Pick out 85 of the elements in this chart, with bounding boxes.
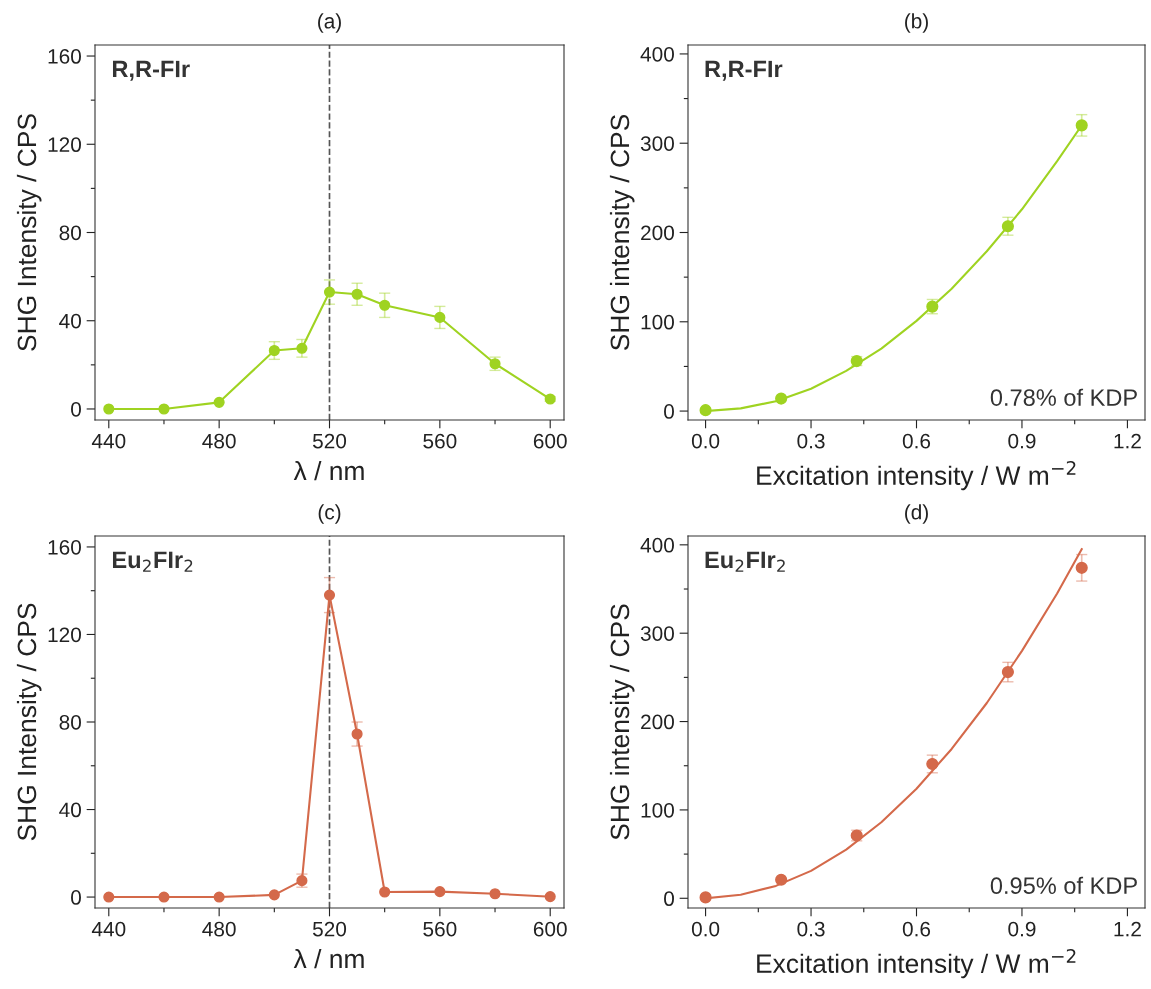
y-axis-title: SHG Intensity / CPS bbox=[16, 114, 42, 351]
point bbox=[1075, 561, 1088, 574]
x-tick-label: 0.9 bbox=[1008, 433, 1036, 449]
x-axis-title: λ / nm bbox=[293, 948, 364, 969]
y-tick-label: 100 bbox=[641, 802, 674, 818]
y-tick-label: 120 bbox=[48, 627, 81, 643]
point bbox=[351, 728, 363, 740]
point bbox=[323, 589, 336, 601]
x-tick-label: 560 bbox=[423, 921, 457, 937]
y-tick-label: 200 bbox=[641, 714, 674, 730]
annotation: 0.95% of KDP bbox=[990, 876, 1137, 895]
point bbox=[1075, 119, 1088, 132]
y-tick-label: 100 bbox=[641, 314, 674, 330]
y-tick-label: 400 bbox=[640, 537, 674, 553]
y-tick-label: 300 bbox=[640, 626, 674, 641]
point bbox=[103, 403, 115, 415]
x-tick-label: 440 bbox=[91, 433, 126, 449]
x-tick-label: 600 bbox=[533, 433, 567, 449]
x-tick-label: 600 bbox=[533, 921, 567, 937]
annotation: R,R-FIr bbox=[705, 60, 783, 81]
y-axis-title: SHG Intensity / CPS bbox=[16, 603, 42, 841]
point bbox=[775, 873, 788, 886]
x-axis-title: λ / nm bbox=[293, 460, 364, 481]
y-axis-title: SHG intensity / CPS bbox=[609, 114, 635, 351]
x-axis-title: Excitation intensity / W m$^{−2}$ bbox=[757, 948, 1076, 979]
annotation: Eu$_{2}$FIr$_{2}$ bbox=[705, 551, 785, 572]
chart-title: (d) bbox=[905, 504, 928, 524]
x-tick-label: 0.0 bbox=[691, 921, 720, 937]
y-tick-label: 300 bbox=[640, 136, 674, 151]
point bbox=[268, 344, 280, 357]
x-tick-label: 1.2 bbox=[1114, 921, 1141, 937]
y-tick-label: 200 bbox=[641, 225, 674, 241]
point bbox=[379, 886, 391, 898]
x-tick-label: 520 bbox=[312, 433, 347, 449]
y-tick-label: 0 bbox=[664, 891, 674, 907]
y-tick-label: 40 bbox=[59, 802, 81, 818]
annotation: 0.78% of KDP bbox=[990, 388, 1137, 406]
point bbox=[699, 404, 712, 417]
point bbox=[1001, 220, 1014, 233]
chart-title: (c) bbox=[318, 504, 341, 524]
y-tick-label: 160 bbox=[48, 49, 81, 64]
annotation: R,R-FIr bbox=[112, 60, 190, 81]
annotation: Eu$_{2}$FIr$_{2}$ bbox=[112, 551, 193, 572]
point bbox=[351, 288, 363, 300]
y-tick-label: 120 bbox=[48, 137, 81, 153]
y-tick-label: 80 bbox=[59, 715, 81, 730]
point bbox=[699, 891, 712, 904]
x-tick-label: 1.2 bbox=[1114, 433, 1141, 449]
chart-title: (a) bbox=[318, 13, 341, 33]
x-tick-label: 560 bbox=[423, 433, 457, 449]
point bbox=[213, 396, 225, 408]
point bbox=[213, 891, 225, 903]
x-tick-label: 480 bbox=[202, 921, 236, 937]
point bbox=[434, 311, 446, 323]
x-tick-label: 0.3 bbox=[797, 433, 825, 449]
point bbox=[379, 299, 391, 311]
point bbox=[323, 286, 336, 298]
x-tick-label: 480 bbox=[202, 433, 236, 449]
chart-title: (b) bbox=[905, 13, 928, 33]
y-axis-title: SHG intensity / CPS bbox=[609, 604, 635, 840]
point bbox=[544, 891, 556, 903]
x-tick-label: 0.3 bbox=[797, 921, 825, 937]
y-tick-label: 0 bbox=[71, 401, 81, 417]
x-tick-label: 520 bbox=[312, 921, 347, 937]
x-tick-label: 0.9 bbox=[1008, 921, 1036, 937]
y-tick-label: 400 bbox=[640, 46, 674, 62]
y-tick-label: 160 bbox=[48, 539, 81, 555]
point bbox=[296, 342, 308, 354]
y-tick-label: 40 bbox=[59, 313, 81, 329]
y-tick-label: 80 bbox=[59, 225, 81, 241]
x-tick-label: 0.6 bbox=[902, 433, 931, 449]
x-tick-label: 0.6 bbox=[902, 921, 931, 937]
y-tick-label: 0 bbox=[664, 404, 674, 419]
x-tick-label: 440 bbox=[91, 921, 126, 937]
point bbox=[103, 891, 115, 903]
point bbox=[158, 403, 170, 415]
point bbox=[434, 886, 446, 898]
point bbox=[775, 392, 788, 405]
point bbox=[268, 889, 280, 901]
x-axis-title: Excitation intensity / W m$^{−2}$ bbox=[757, 460, 1076, 491]
y-tick-label: 0 bbox=[71, 890, 81, 905]
point bbox=[489, 888, 501, 900]
point bbox=[158, 891, 170, 903]
x-tick-label: 0.0 bbox=[691, 433, 720, 449]
point bbox=[1001, 666, 1014, 679]
